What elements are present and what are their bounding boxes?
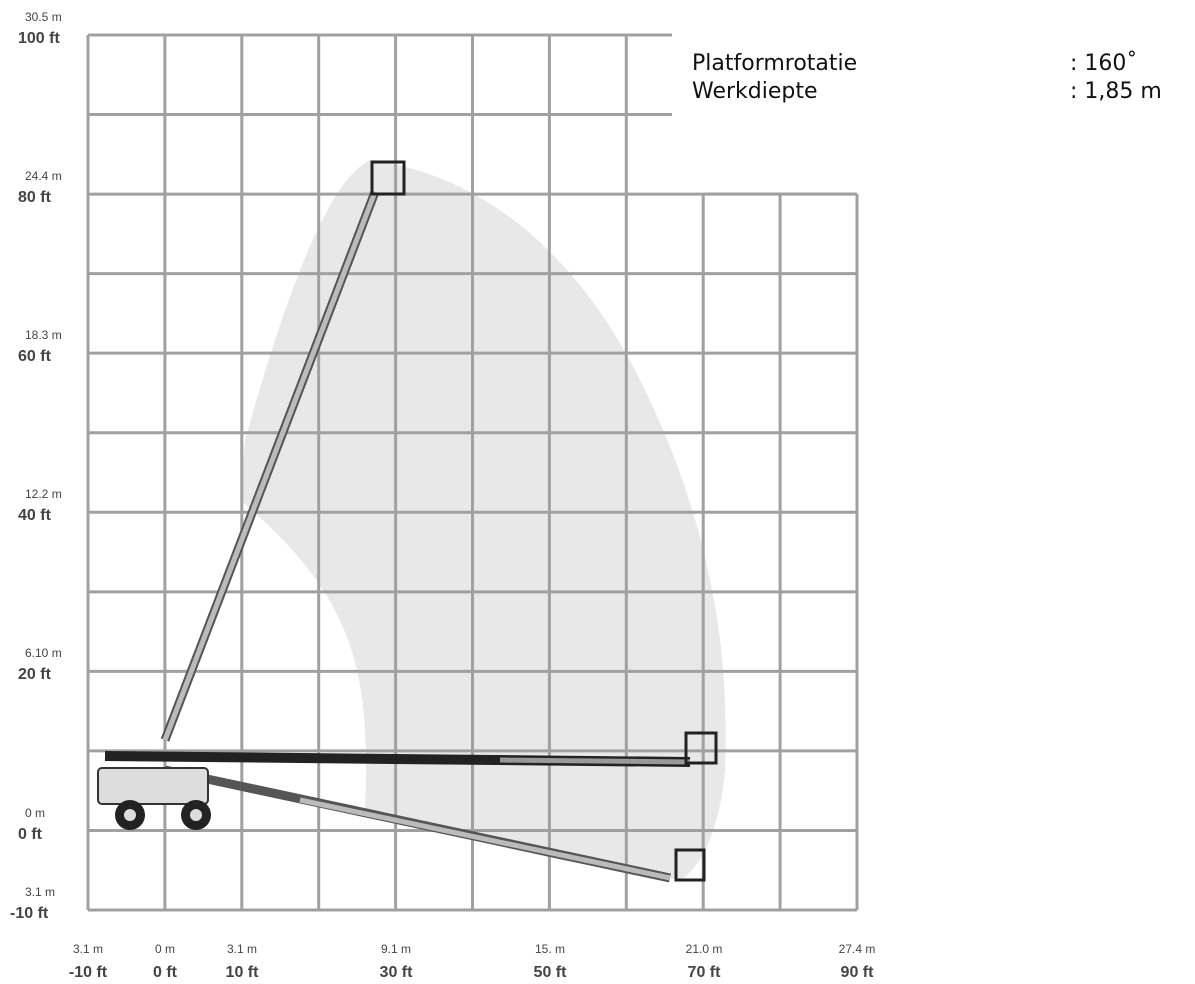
y-label-meters: 18.3 m [25, 328, 62, 342]
x-label-meters: 0 m [155, 942, 175, 956]
y-label-meters: 12.2 m [25, 487, 62, 501]
working-envelope [240, 160, 726, 880]
y-label-meters: 24.4 m [25, 169, 62, 183]
x-label-feet: 30 ft [380, 964, 414, 981]
y-label-feet: 0 ft [18, 826, 43, 843]
x-label-feet: 10 ft [226, 964, 260, 981]
y-label-feet: 100 ft [18, 30, 60, 47]
x-label-feet: -10 ft [69, 964, 108, 981]
x-label-feet: 70 ft [688, 964, 722, 981]
boom-lift [97, 160, 718, 883]
y-label-feet: 80 ft [18, 189, 52, 206]
x-label-meters: 3.1 m [73, 942, 103, 956]
axis-labels: 30.5 m 100 ft 24.4 m 80 ft 18.3 m 60 ft 12.2 m… [10, 10, 875, 981]
x-label-meters: 15. m [535, 942, 565, 956]
x-label-feet: 50 ft [534, 964, 568, 981]
y-label-feet: -10 ft [10, 905, 49, 922]
x-label-feet: 0 ft [153, 964, 178, 981]
y-label-meters: 6.10 m [25, 646, 62, 660]
y-label-meters: 0 m [25, 806, 45, 820]
x-label-meters: 21.0 m [686, 942, 723, 956]
spec-value: : 160˚ [1070, 51, 1137, 76]
x-label-meters: 3.1 m [227, 942, 257, 956]
y-label-feet: 40 ft [18, 507, 52, 524]
y-label-feet: 20 ft [18, 666, 52, 683]
x-label-meters: 27.4 m [839, 942, 876, 956]
spec-value: : 1,85 m [1070, 79, 1162, 104]
y-label-meters: 30.5 m [25, 10, 62, 24]
x-label-feet: 90 ft [841, 964, 875, 981]
spec-label: Platformrotatie [692, 51, 857, 76]
y-label-meters: 3.1 m [25, 885, 55, 899]
label-backdrop [672, 28, 872, 188]
x-label-meters: 9.1 m [381, 942, 411, 956]
spec-label: Werkdiepte [692, 79, 818, 104]
y-label-feet: 60 ft [18, 348, 52, 365]
